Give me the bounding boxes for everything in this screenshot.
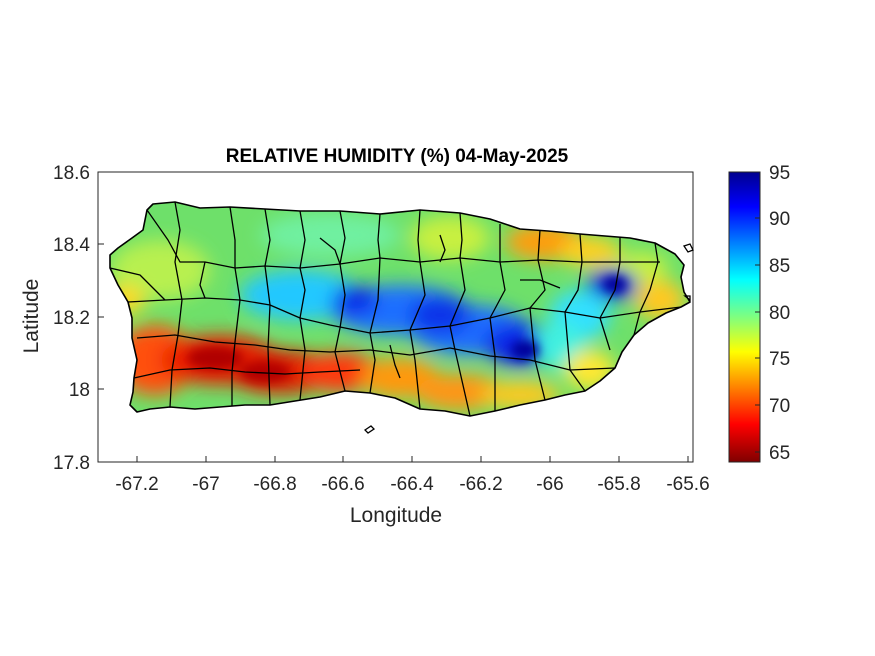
small-islands — [363, 243, 694, 434]
municipal-boundaries — [109, 201, 691, 417]
y-tick-label: 18.4 — [53, 235, 90, 256]
y-tick-label: 18.6 — [53, 163, 90, 184]
x-tick-label: -66.8 — [253, 474, 296, 495]
x-tick-label: -66.2 — [459, 474, 502, 495]
x-axis-label: Longitude — [350, 504, 442, 527]
x-tick-label: -65.8 — [597, 474, 640, 495]
x-tick-label: -66 — [536, 474, 563, 495]
colorbar-gradient — [728, 171, 761, 463]
x-tick-label: -65.6 — [666, 474, 709, 495]
x-tick-label: -66.6 — [321, 474, 364, 495]
x-axis: -67.2 -67 -66.8 -66.6 -66.4 -66.2 -66 -6… — [98, 456, 710, 527]
x-tick-label: -67.2 — [115, 474, 158, 495]
colorbar-tick-label: 75 — [769, 349, 790, 370]
x-tick-label: -66.4 — [390, 474, 434, 495]
x-tick-label: -67 — [192, 474, 219, 495]
y-axis-label: Latitude — [20, 279, 43, 354]
y-tick-label: 18 — [69, 380, 90, 401]
y-tick-label: 18.2 — [53, 308, 90, 329]
colorbar-tick-label: 85 — [769, 256, 790, 277]
chart-title: RELATIVE HUMIDITY (%) 04-May-2025 — [226, 146, 569, 167]
colorbar-tick-label: 70 — [769, 396, 790, 417]
colorbar-tick-label: 65 — [769, 443, 790, 464]
colorbar-tick-label: 95 — [769, 163, 790, 184]
colorbar-tick-label: 80 — [769, 303, 790, 324]
y-tick-label: 17.8 — [53, 453, 90, 474]
colorbar: 95 90 85 80 75 70 65 — [728, 163, 790, 464]
y-axis: 18.6 18.4 18.2 18 17.8 Latitude — [20, 163, 104, 474]
colorbar-tick-label: 90 — [769, 209, 790, 230]
